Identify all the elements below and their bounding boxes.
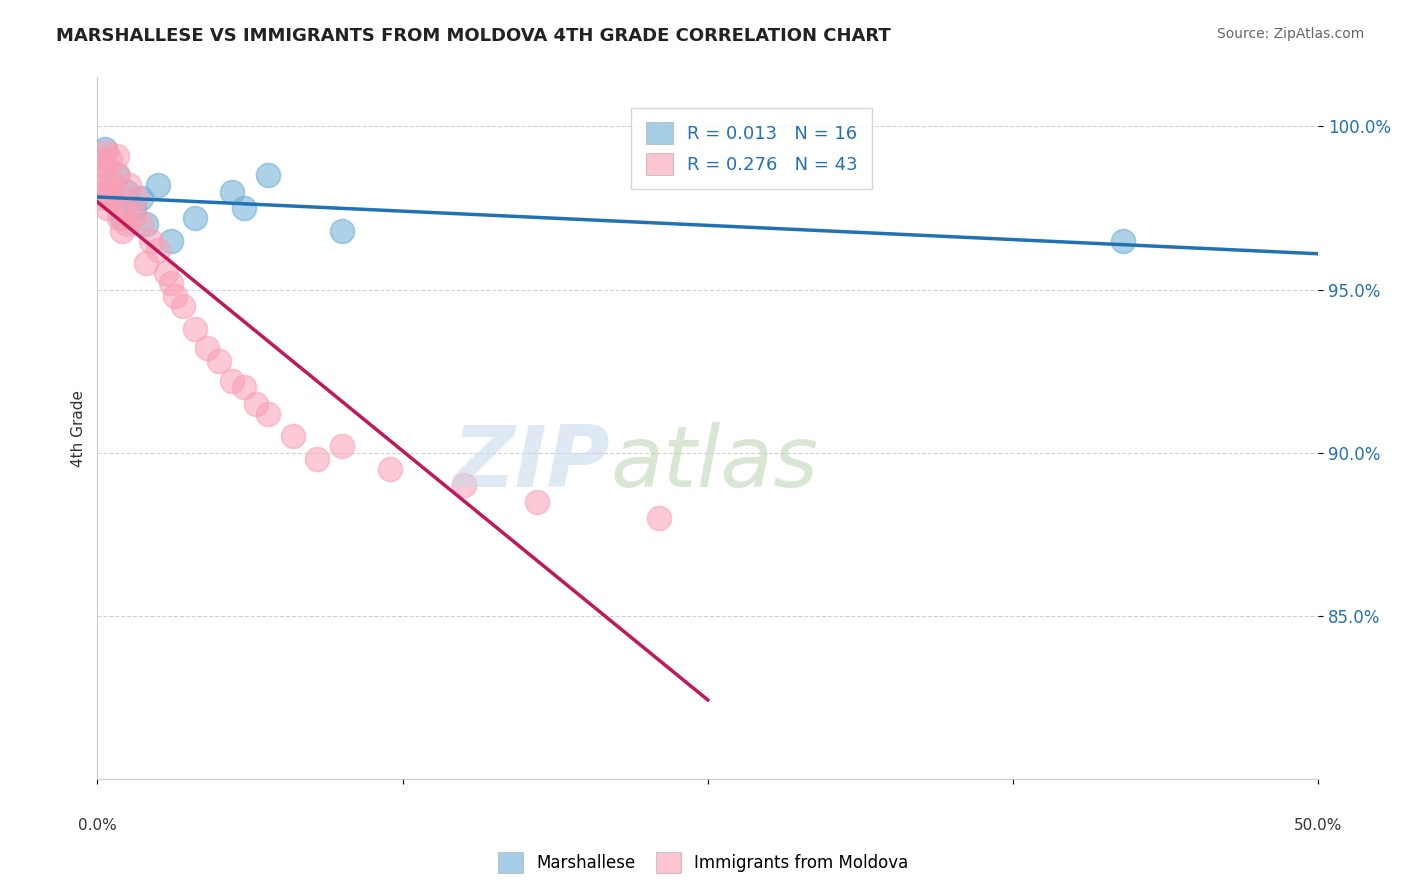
Point (122, 201, 145, 215)
Point (94, 145, 117, 160)
Point (648, 511, 671, 525)
Point (165, 289, 187, 303)
Point (245, 397, 267, 411)
Point (107, 169, 129, 183)
Point (281, 429, 304, 443)
Point (118, 178, 141, 193)
Point (330, 439, 353, 453)
Text: atlas: atlas (610, 422, 818, 505)
Point (380, 462, 402, 476)
Point (90, 178, 112, 193)
Y-axis label: 4th Grade: 4th Grade (72, 390, 86, 467)
Point (155, 266, 177, 280)
Point (159, 234, 181, 248)
Point (111, 224, 134, 238)
Point (184, 211, 207, 225)
Point (139, 234, 162, 248)
Point (257, 169, 280, 183)
Point (115, 217, 138, 231)
Point (101, 191, 124, 205)
Point (208, 354, 231, 368)
Point (453, 478, 475, 492)
Point (526, 494, 548, 508)
Text: Source: ZipAtlas.com: Source: ZipAtlas.com (1216, 27, 1364, 41)
Point (221, 374, 243, 388)
Point (100, 175, 122, 189)
Point (105, 149, 128, 163)
Point (307, 452, 329, 467)
Text: 0.0%: 0.0% (77, 818, 117, 833)
Legend: R = 0.013   N = 16, R = 0.276   N = 43: R = 0.013 N = 16, R = 0.276 N = 43 (631, 108, 872, 189)
Text: ZIP: ZIP (453, 422, 610, 505)
Point (221, 185, 243, 199)
Point (1112, 234, 1135, 248)
Point (172, 299, 194, 313)
Point (98, 152, 121, 166)
Text: 50.0%: 50.0% (1294, 818, 1343, 833)
Text: MARSHALLESE VS IMMIGRANTS FROM MOLDOVA 4TH GRADE CORRELATION CHART: MARSHALLESE VS IMMIGRANTS FROM MOLDOVA 4… (56, 27, 891, 45)
Point (131, 191, 153, 205)
Legend: Marshallese, Immigrants from Moldova: Marshallese, Immigrants from Moldova (491, 846, 915, 880)
Point (112, 201, 135, 215)
Point (135, 217, 157, 231)
Point (257, 407, 280, 421)
Point (93, 169, 115, 183)
Point (125, 191, 148, 205)
Point (89, 152, 111, 166)
Point (330, 224, 353, 238)
Point (131, 217, 153, 231)
Point (148, 244, 170, 258)
Point (159, 276, 181, 290)
Point (232, 201, 254, 215)
Point (96, 201, 118, 215)
Point (135, 256, 157, 270)
Point (115, 185, 138, 199)
Point (91, 191, 114, 205)
Point (97, 185, 120, 199)
Point (93, 142, 115, 156)
Point (148, 178, 170, 193)
Point (103, 185, 125, 199)
Point (111, 211, 134, 225)
Point (108, 211, 131, 225)
Point (195, 341, 218, 355)
Point (105, 169, 128, 183)
Point (184, 322, 207, 336)
Point (232, 380, 254, 394)
Point (93, 159, 115, 173)
Point (98, 191, 121, 205)
Point (122, 207, 145, 221)
